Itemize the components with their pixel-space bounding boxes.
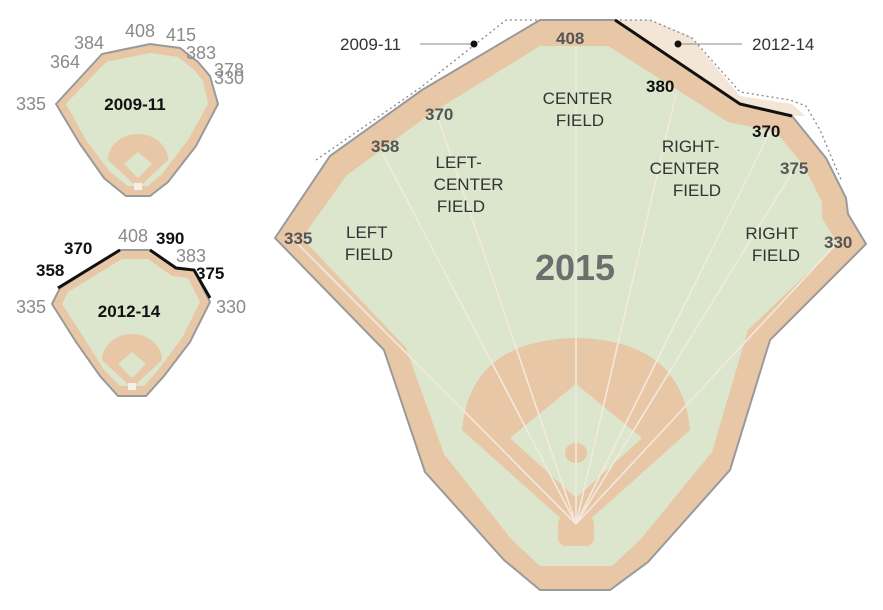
zone-right-center-line-2: CENTER (650, 159, 720, 178)
zone-right-field-line-2: FIELD (752, 246, 800, 265)
inset-2009-rcc-distance: 415 (166, 25, 196, 45)
zone-right-field-line-1: RIGHT (745, 224, 798, 243)
ray-left-center (437, 117, 577, 525)
inset-2012-infield-grass (118, 352, 146, 378)
inset-2012-title: 2012-14 (98, 302, 161, 321)
zone-right-field: RIGHT FIELD (745, 224, 802, 265)
inset-2009-home-plate (134, 183, 142, 190)
zone-right-center-line-3: FIELD (673, 181, 721, 200)
inset-2012-new-wall-left (57, 248, 121, 290)
zone-right-center: RIGHT- CENTER FIELD (650, 137, 725, 200)
inset-2009-rc-distance: 383 (186, 43, 216, 63)
inset-2009-rc-gap-distance: 378 (214, 60, 244, 80)
distance-lc: 370 (425, 105, 453, 124)
zone-left-field-line-1: LEFT (346, 223, 387, 242)
inset-2012-cf-distance: 408 (118, 226, 148, 246)
home-plate-area (558, 516, 594, 546)
distance-rf-gap: 375 (780, 159, 808, 178)
zone-left-field-line-2: FIELD (345, 245, 393, 264)
ray-right-deep (575, 131, 771, 525)
inset-2012-home-plate (128, 383, 136, 390)
callout-2012-label: 2012-14 (752, 35, 814, 54)
distance-cf: 408 (556, 29, 584, 48)
zone-left-field: LEFT FIELD (345, 223, 393, 264)
ray-right-center (575, 93, 677, 525)
inset-2012-rf-distance: 330 (216, 297, 246, 317)
inset-2009-11: 2009-11 335 364 384 408 415 383 378 330 (16, 21, 244, 197)
wall-outline-2009-11 (315, 19, 843, 183)
callout-2012-dot (674, 40, 682, 48)
zone-center-line-2: FIELD (556, 111, 604, 130)
former-wall-area (615, 20, 805, 116)
inset-2012-lc-gap-distance: 358 (36, 261, 64, 280)
distance-rays (291, 46, 839, 525)
inset-2012-lf-distance: 335 (16, 297, 46, 317)
zone-left-center-line-3: FIELD (437, 197, 485, 216)
inset-2009-cf-distance: 408 (125, 21, 155, 41)
year-label: 2015 (535, 247, 615, 288)
zone-center: CENTER FIELD (543, 89, 618, 130)
ray-right-gap (575, 165, 797, 525)
inset-2009-lcc-distance: 384 (74, 33, 104, 53)
inset-2012-rf-gap-distance: 375 (196, 264, 224, 283)
main-field-2015: 2009-11 2012-14 335 358 370 408 380 370 … (273, 18, 868, 591)
inset-2012-lc-distance: 370 (64, 239, 92, 258)
callout-2009-label: 2009-11 (340, 35, 401, 54)
distance-rc-new: 380 (646, 77, 674, 96)
inset-2009-infield-grass (124, 152, 152, 178)
outfield-grass (302, 46, 838, 566)
inset-2012-14: 2012-14 335 358 370 408 390 383 375 330 (16, 226, 246, 397)
zone-center-line-1: CENTER (543, 89, 613, 108)
distance-lf: 335 (284, 229, 312, 248)
ray-left-field (291, 237, 577, 525)
zone-left-center-line-1: LEFT- (435, 153, 481, 172)
inset-2009-title: 2009-11 (104, 95, 165, 114)
ray-right-field (575, 241, 839, 525)
inset-2009-lf-distance: 335 (16, 94, 46, 114)
ray-left-gap (382, 153, 577, 525)
new-wall-2015 (614, 18, 793, 118)
inset-2012-grass (62, 259, 200, 386)
distance-rc-deep: 370 (752, 122, 780, 141)
inset-2012-rc-distance: 390 (156, 229, 184, 248)
inset-2009-rf-distance: 330 (214, 68, 244, 88)
callout-2009-dot (470, 40, 478, 48)
zone-left-center-line-2: CENTER (434, 175, 504, 194)
inset-2012-rc2-distance: 383 (176, 246, 206, 266)
inset-2012-new-wall-right (149, 248, 212, 299)
zone-left-center: LEFT- CENTER FIELD (434, 153, 509, 216)
distance-lf-gap: 358 (371, 137, 399, 156)
inset-2009-lc-distance: 364 (50, 52, 80, 72)
inset-2009-grass (66, 53, 208, 186)
zone-right-center-line-1: RIGHT- (662, 137, 720, 156)
distance-rf: 330 (824, 233, 852, 252)
